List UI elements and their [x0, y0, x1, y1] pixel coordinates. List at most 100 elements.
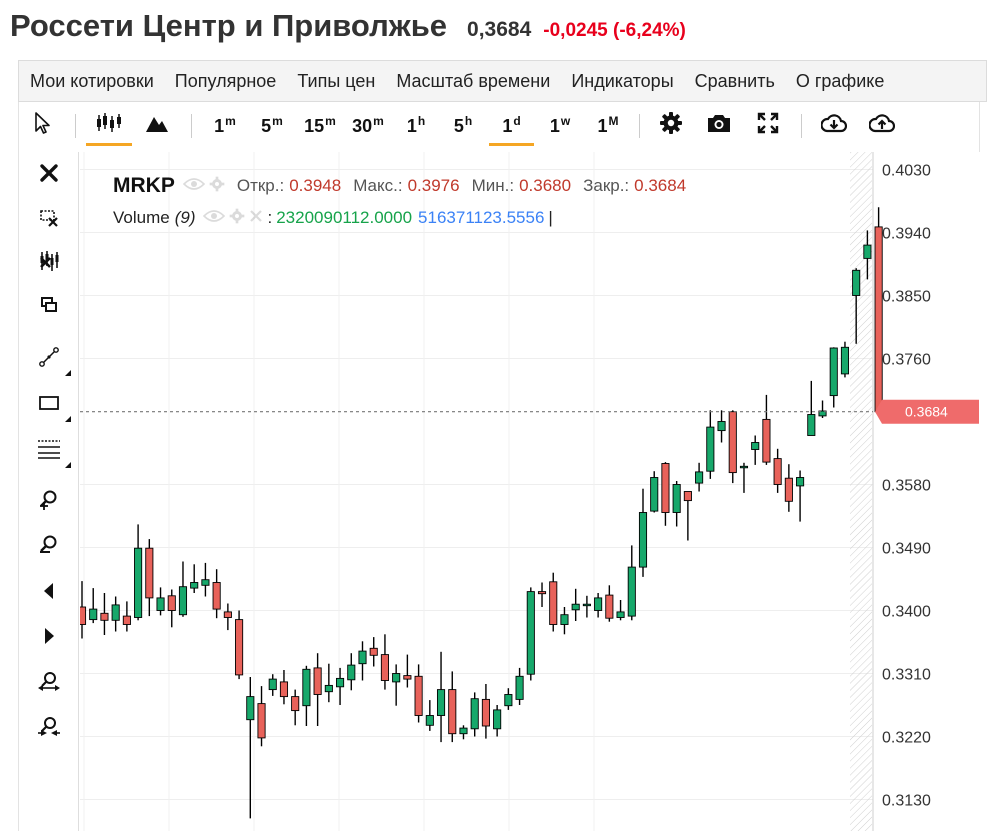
candle-body [156, 597, 165, 611]
legend-low-label: Мин.: [471, 176, 515, 195]
menu-compare[interactable]: Сравнить [694, 70, 775, 91]
timeframe-1h-button[interactable]: 1h [406, 113, 426, 136]
eye-icon [182, 177, 205, 196]
zoom-expand-icon [37, 671, 61, 698]
cursor-tool-button[interactable] [27, 102, 57, 148]
candle [223, 603, 232, 631]
price-chart[interactable]: 0.4030 0.3940 0.3850 0.3760 0.3580 0.3490 0.34… [80, 152, 998, 831]
candle-body [616, 611, 625, 618]
zoom-horizontal-out-button[interactable] [25, 712, 73, 746]
legend-close-label: Закр.: [583, 176, 630, 195]
candle [762, 394, 771, 465]
candle-body [257, 703, 266, 739]
candle [852, 268, 861, 344]
candle-body [190, 582, 199, 589]
candle-body [481, 698, 490, 727]
toolbar-separator [801, 114, 802, 138]
candle-body [89, 608, 98, 621]
rectangle-icon [38, 395, 60, 416]
volume-param: (9) [174, 208, 196, 227]
candle [459, 725, 468, 740]
candle [268, 674, 277, 696]
timeframe-1m-button[interactable]: 1m [214, 113, 236, 136]
y-tick-label: 0.3130 [882, 793, 931, 810]
fullscreen-icon [757, 112, 779, 139]
candle-body [784, 477, 793, 502]
candle-body [863, 244, 872, 259]
menu-popular[interactable]: Популярное [174, 70, 277, 91]
candle [549, 572, 558, 632]
candle [369, 637, 378, 667]
candle [279, 670, 289, 705]
legend-close-value: 0.3684 [634, 176, 687, 195]
candle-body [291, 696, 300, 712]
timeframe-1w-button[interactable]: 1w [549, 113, 571, 136]
candle [807, 380, 816, 436]
candle-body [212, 582, 221, 610]
rectangle-tool[interactable] [25, 388, 73, 422]
candle [571, 588, 580, 621]
trend-line-tool[interactable] [25, 342, 73, 376]
candle [134, 524, 143, 621]
instrument-header: Россети Центр и Приволжье 0,3684 -0,0245… [10, 8, 686, 52]
legend-high-label: Макс.: [353, 176, 403, 195]
candle-body [706, 426, 715, 472]
timeframe-1d-button[interactable]: 1d [489, 102, 534, 148]
candles-chart-type-button[interactable] [86, 102, 132, 148]
timeframe-5m-button[interactable]: 5m [261, 113, 283, 136]
menu-time-scale[interactable]: Масштаб времени [396, 70, 551, 91]
timeframe-30m-button[interactable]: 30m [352, 113, 384, 136]
timeframe-15m-button[interactable]: 15m [304, 113, 336, 136]
candle [661, 462, 670, 526]
y-tick-label: 0.3220 [882, 730, 931, 747]
submenu-arrow-icon [65, 462, 71, 468]
upload-button[interactable] [865, 102, 899, 148]
screenshot-button[interactable] [702, 102, 736, 148]
candle [336, 667, 345, 705]
zoom-horizontal-in-button[interactable] [25, 667, 73, 701]
candle-body [313, 667, 322, 695]
zoom-out-button[interactable] [25, 530, 73, 564]
candles [80, 207, 883, 819]
close-icon [39, 163, 59, 188]
zoom-in-button[interactable] [25, 485, 73, 519]
candle-body [807, 414, 816, 436]
arrow-right-icon [40, 626, 58, 651]
candle [784, 464, 793, 512]
candle-body [178, 586, 188, 616]
price-axis: 0.4030 0.3940 0.3850 0.3760 0.3580 0.3490 0.34… [882, 163, 931, 810]
scroll-right-button[interactable] [25, 621, 73, 655]
remove-selected-button[interactable] [25, 202, 73, 236]
remove-drawings-button[interactable] [25, 158, 73, 192]
candle-body [638, 512, 648, 568]
fullscreen-button[interactable] [751, 102, 785, 148]
menu-my-quotes[interactable]: Мои котировки [30, 70, 154, 91]
chart-toolbar: 1m 5m 15m 30m 1h 5h 1d 1w 1M [18, 102, 980, 152]
area-chart-icon [145, 113, 169, 138]
scroll-left-button[interactable] [25, 576, 73, 610]
timeframe-1M-button[interactable]: 1M [597, 113, 619, 136]
chart-settings-button[interactable] [654, 102, 688, 148]
horizontal-lines-tool[interactable] [25, 434, 73, 468]
candle [436, 651, 446, 743]
candle [481, 684, 490, 739]
candle-body [347, 664, 356, 681]
candle [840, 341, 850, 378]
volume-visibility-controls[interactable] [203, 208, 263, 229]
menu-indicators[interactable]: Индикаторы [571, 70, 674, 91]
menu-about-chart[interactable]: О графике [795, 70, 885, 91]
timeframe-5h-button[interactable]: 5h [453, 113, 473, 136]
legend-visibility-controls[interactable] [182, 176, 225, 197]
submenu-arrow-icon [65, 416, 71, 422]
menu-price-types[interactable]: Типы цен [297, 70, 376, 91]
candle-body [751, 442, 760, 450]
remove-indicators-button[interactable] [25, 246, 73, 280]
area-chart-type-button[interactable] [139, 102, 175, 148]
candle-body [167, 595, 176, 611]
download-button[interactable] [817, 102, 851, 148]
volume-legend: Volume (9) : 2320090112.0000 516371123.5… [113, 208, 553, 229]
candle [448, 671, 457, 743]
clone-window-button[interactable] [25, 290, 73, 324]
candle-body [358, 650, 367, 665]
